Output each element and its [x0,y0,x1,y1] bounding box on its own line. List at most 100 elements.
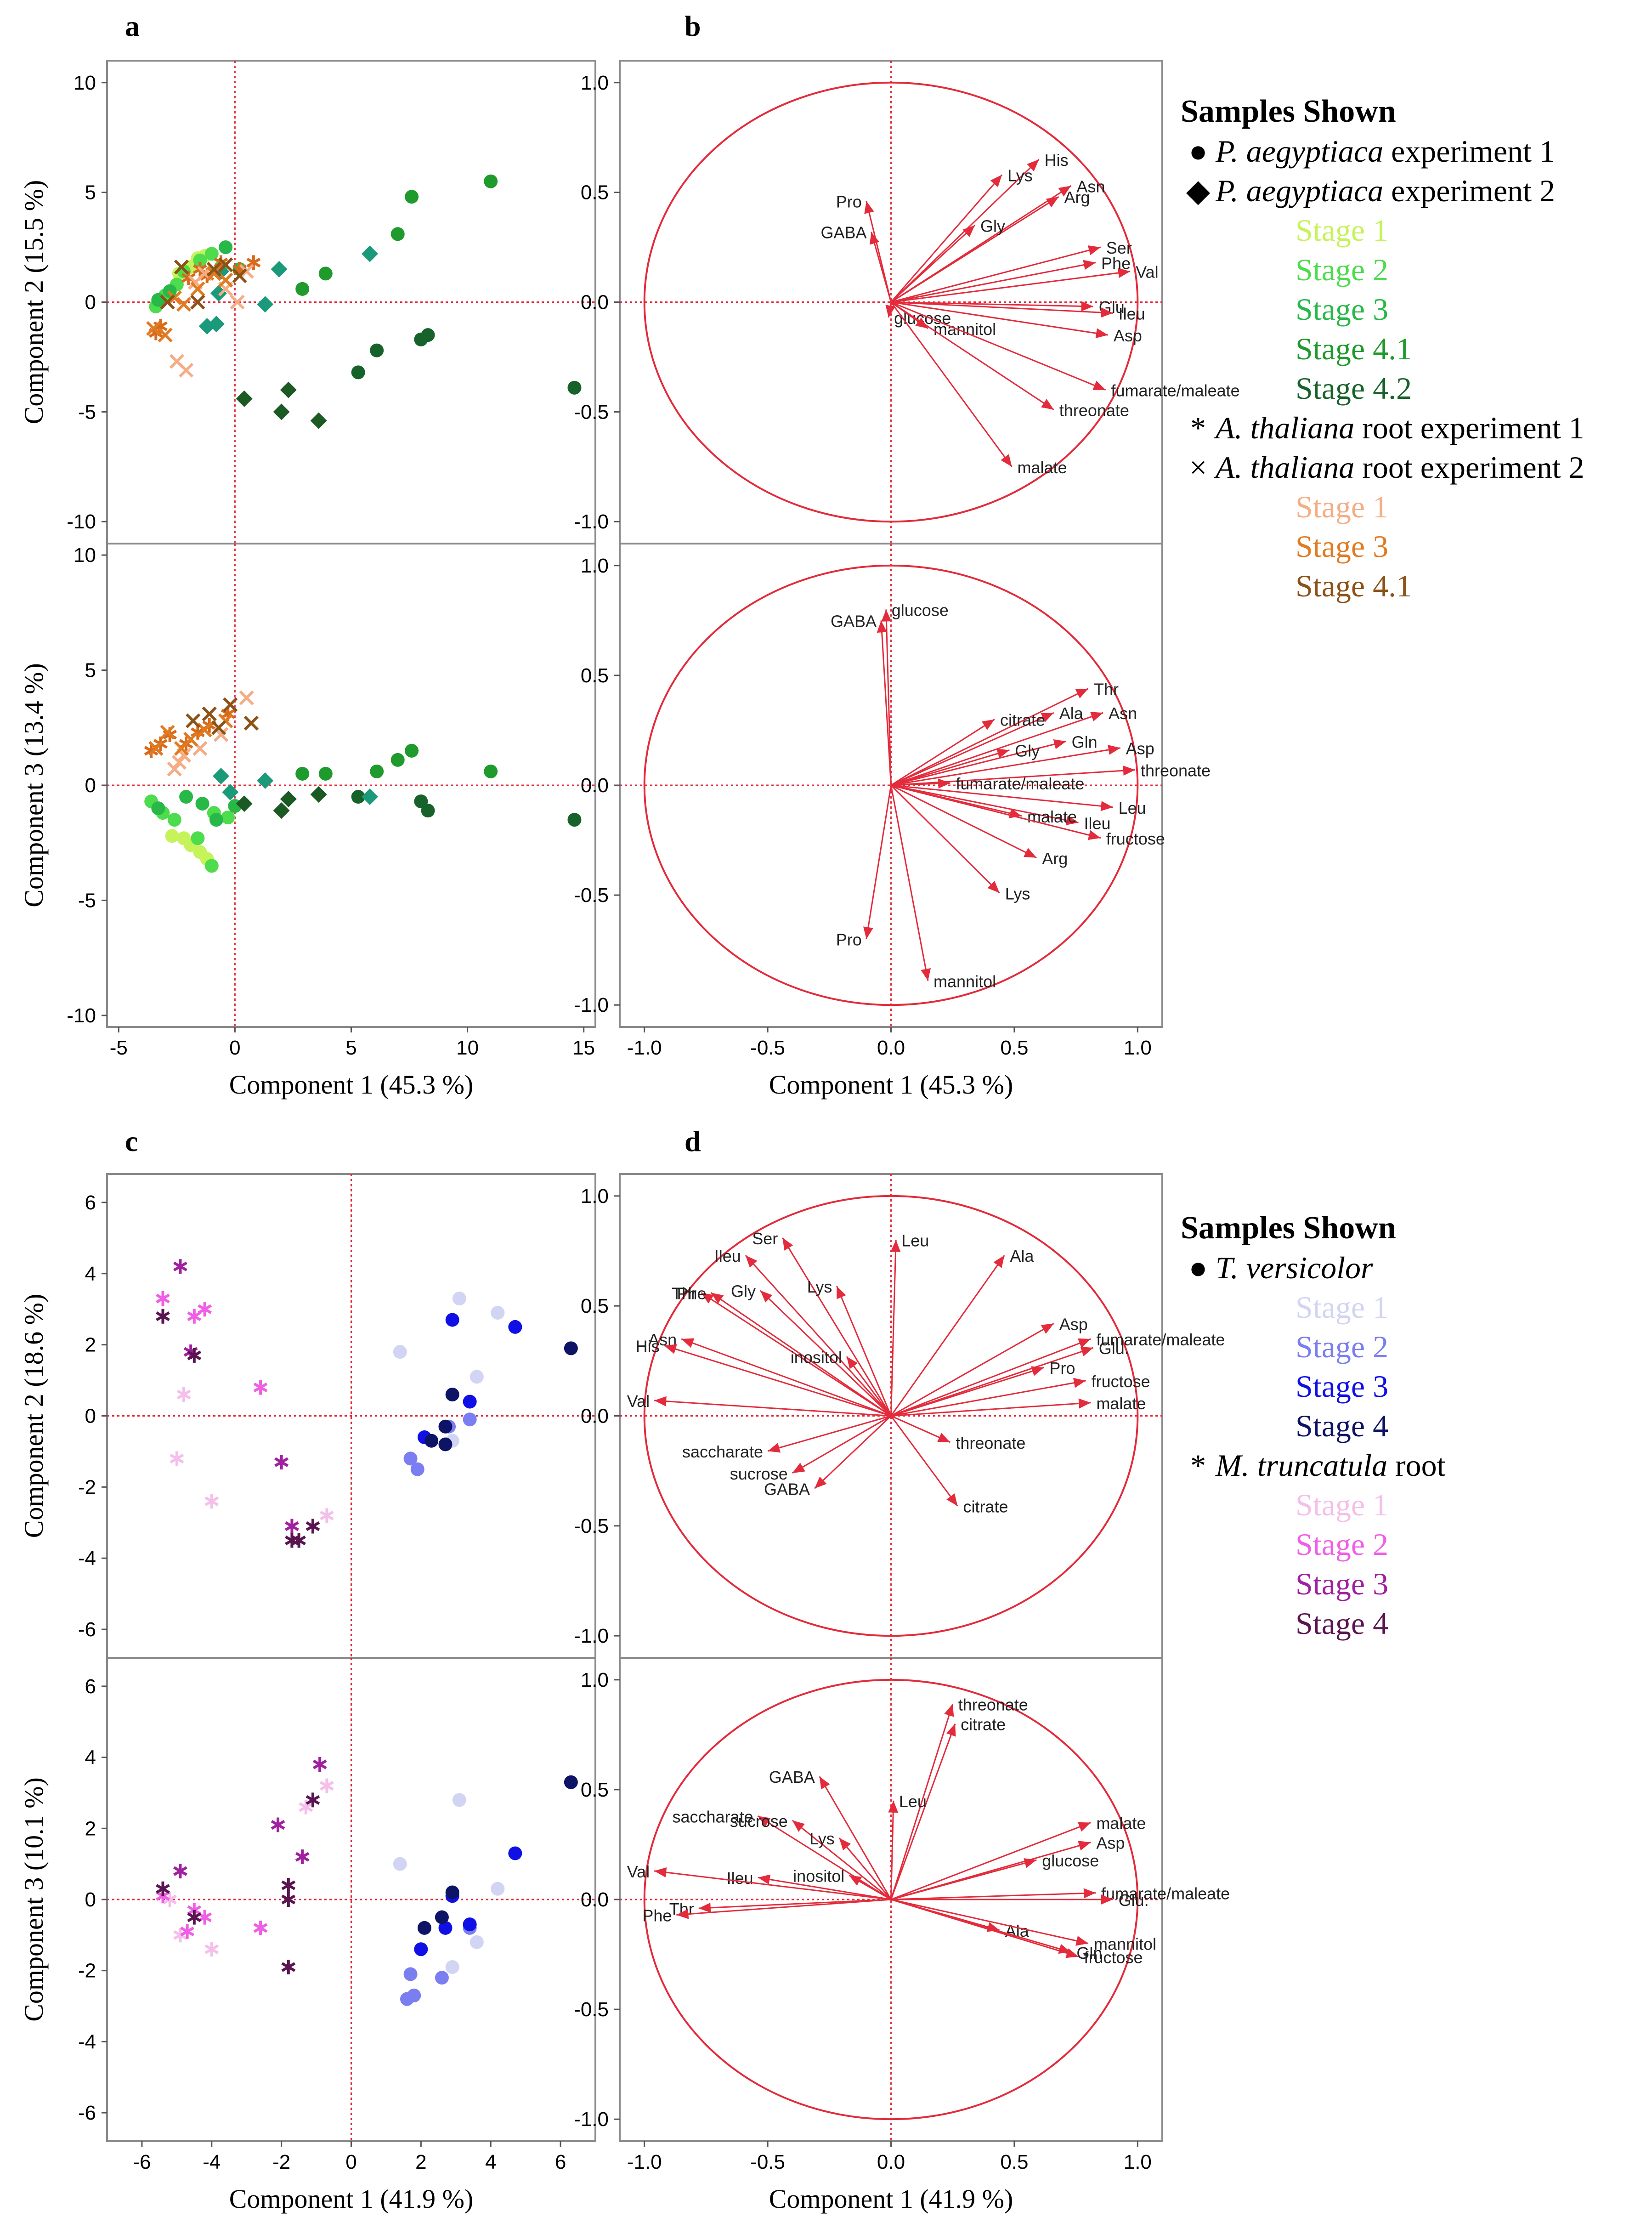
legend1-stage-entry: Stage 2 [1296,252,1389,287]
data-point-stroke [281,1880,296,1890]
data-point [491,1882,505,1896]
loading-vector [890,301,1106,391]
vector-arrowhead [819,1776,830,1790]
data-point [174,259,189,275]
y-tick-label: 6 [85,1675,96,1698]
data-point [435,1971,449,1985]
vector-line [866,785,892,939]
data-point [318,766,333,781]
data-point-diamond [280,381,297,398]
vector-arrowhead [837,1286,846,1299]
vector-label: Asp [1126,739,1154,758]
data-point [452,1291,466,1305]
vector-label: Leu [1119,799,1146,817]
x-tick-label: -1.0 [627,2151,662,2173]
y-tick-label: 0 [85,291,96,314]
species-description: experiment 1 [1383,134,1555,169]
data-point-dot [318,766,333,781]
vector-arrowhead [849,1875,862,1886]
x-axis-label: Component 1 (45.3 %) [229,1070,474,1100]
y-tick-label: 1.0 [581,1185,609,1208]
data-point-dot [370,343,384,357]
vector-arrowhead [1083,1888,1096,1899]
legend-marker-symbol: × [1189,450,1207,485]
data-point [351,790,365,804]
vector-line [767,1415,891,1452]
legend1-stage-entry: Stage 4.2 [1296,371,1412,406]
data-point [564,1341,578,1355]
y-tick-label: -0.5 [574,401,609,423]
data-point-stroke [160,295,175,310]
vector-arrowhead [1118,268,1131,278]
data-point-stroke [192,741,208,756]
loading-vector [890,1703,954,1900]
y-axis-label: Component 2 (15.5 %) [19,180,49,425]
vector-arrowhead [839,1838,851,1851]
data-point-dot [403,1967,418,1981]
vector-line [654,1870,891,1900]
vector-line [814,1415,892,1489]
y-tick-label: 1.0 [581,1669,609,1691]
loading-vector [745,1255,892,1417]
vector-line [871,232,892,302]
loading-vector [890,1723,956,1900]
loading-vector [890,1415,958,1507]
data-point [299,1799,313,1814]
y-tick-label: 5 [85,659,96,682]
data-point-stroke [204,1496,219,1506]
vector-arrowhead [877,620,887,633]
data-point [319,1778,334,1793]
vector-label: Phe [1101,254,1131,273]
y-tick-label: -4 [78,1547,96,1570]
legend2-species-entry: * M. truncatula root [1181,1446,1446,1485]
loading-vector [891,784,1113,811]
data-point-stroke [243,715,259,731]
vector-line [885,609,892,786]
y-tick-label: -0.5 [574,1515,609,1537]
data-point-dot [151,801,165,816]
loading-vector [891,739,1067,786]
data-point [274,1455,289,1470]
panel-label-c: c [125,1125,138,1157]
data-point-dot [191,831,205,845]
data-point-dot [424,1434,439,1448]
vector-line [890,1723,956,1900]
data-point-stroke [167,761,182,777]
vector-arrowhead [1090,712,1103,722]
data-point [564,1775,578,1789]
data-point [156,1881,170,1896]
data-point-dot [393,1345,407,1359]
vector-label: Gln [1072,732,1098,751]
data-point [167,761,182,777]
vector-label: Ala [1005,1922,1030,1940]
loading-vector [891,1894,1113,1905]
data-point-dot [564,1775,578,1789]
loading-vector [767,1415,891,1453]
data-point [236,795,253,812]
vector-arrowhead [1078,1338,1091,1348]
data-point [253,1380,268,1395]
data-point [218,272,233,288]
y-tick-label: -6 [78,2102,96,2124]
data-point [435,1910,449,1924]
vector-line [836,1286,892,1417]
data-point [484,764,498,778]
vector-label: GABA [831,612,877,630]
vector-line [891,1366,1044,1417]
vector-arrowhead [944,1704,954,1717]
data-point-dot [508,1846,522,1860]
vector-line [890,174,1003,303]
data-point-stroke [197,722,212,737]
data-point-diamond [361,788,378,805]
vector-line [890,784,1037,859]
legend2-stage-entry: Stage 3 [1296,1566,1389,1601]
loading-vector [814,1415,892,1489]
vector-line [890,225,976,303]
data-point-dot [438,1437,453,1452]
data-point-stroke [156,1884,170,1894]
vector-line [891,740,1067,786]
vector-arrowhead [946,1724,956,1737]
data-point-stroke [319,1780,334,1791]
loading-vector [654,1396,891,1417]
